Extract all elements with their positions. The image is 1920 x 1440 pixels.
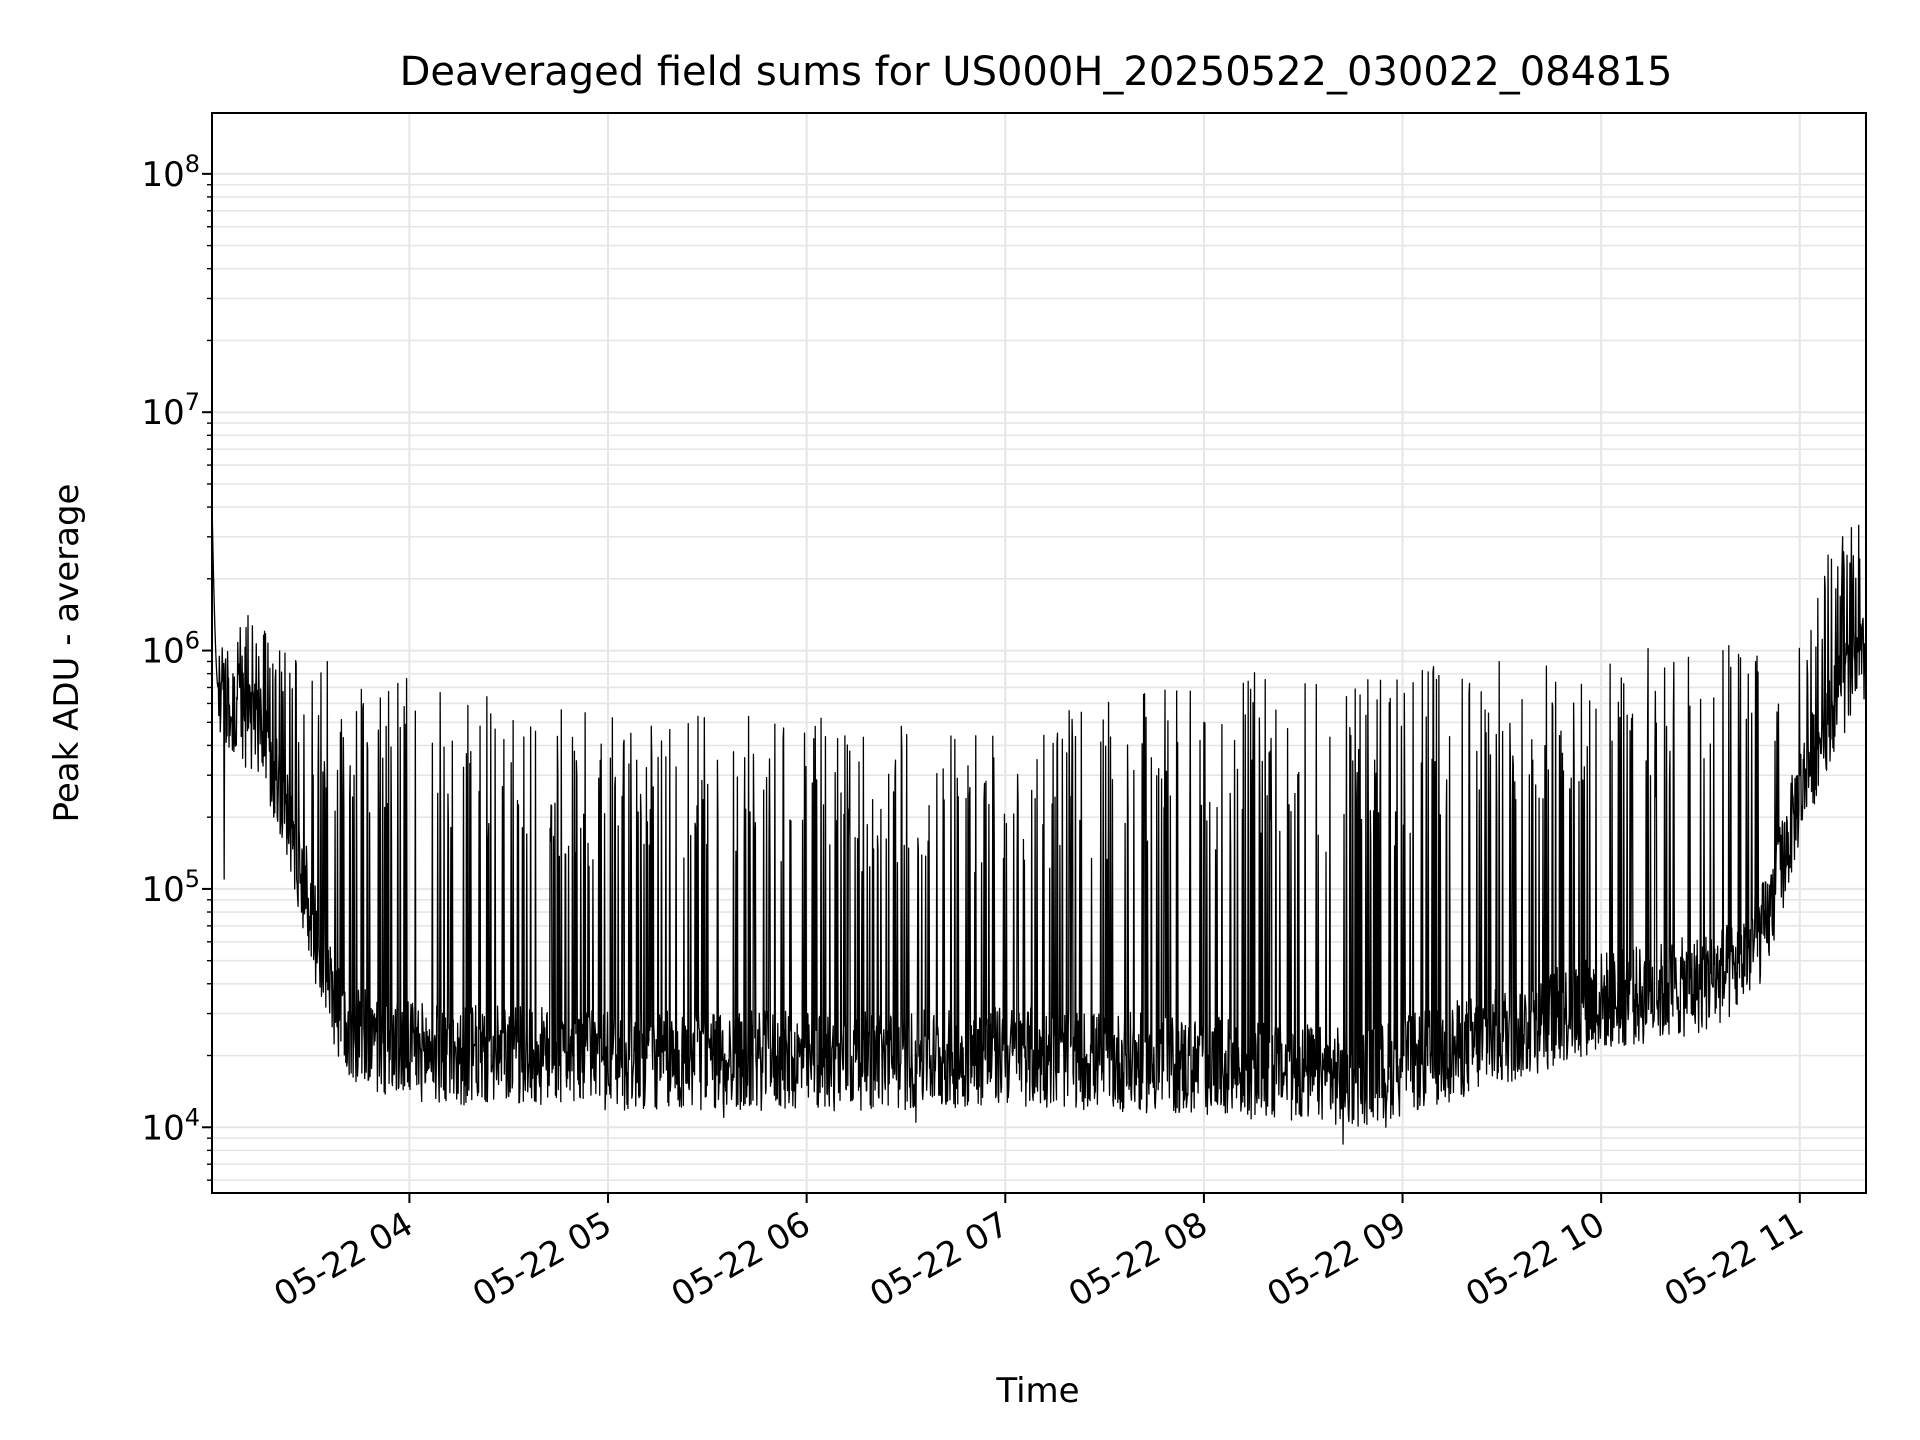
y-axis-label: Peak ADU - average bbox=[47, 484, 87, 823]
y-tick-label: 106 bbox=[141, 627, 200, 672]
y-tick-label: 108 bbox=[141, 150, 200, 195]
series-group bbox=[211, 501, 1867, 1145]
plot-frame bbox=[211, 112, 1867, 1194]
chart-title: Deaveraged field sums for US000H_2025052… bbox=[400, 49, 1673, 95]
y-tick-label: 107 bbox=[141, 388, 200, 433]
y-axis: 104 105 106 107 108 bbox=[141, 150, 212, 1181]
y-tick-label: 104 bbox=[141, 1103, 200, 1148]
x-axis-label: Time bbox=[995, 1371, 1079, 1411]
y-tick-label: 105 bbox=[141, 865, 200, 910]
series-line bbox=[211, 501, 1867, 1145]
